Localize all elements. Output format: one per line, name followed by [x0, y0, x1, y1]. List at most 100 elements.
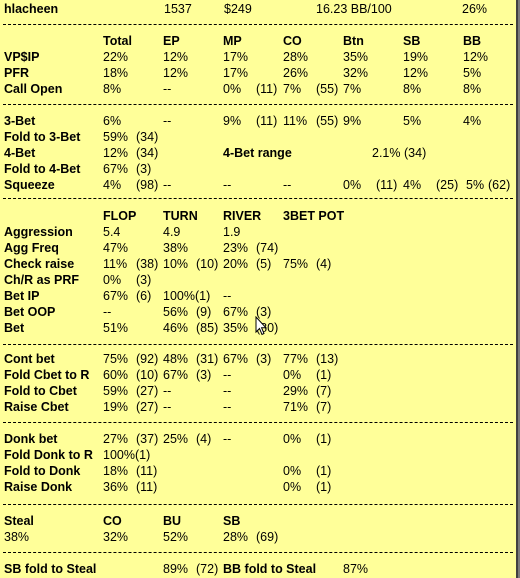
stat-value: 0%	[223, 82, 242, 96]
stat-value: 11%	[103, 257, 128, 271]
col-co: CO	[103, 514, 122, 528]
separator	[3, 504, 513, 505]
stat-value: 1.9	[223, 225, 241, 239]
stat-value: 19%	[403, 50, 429, 64]
col-river: RIVER	[223, 209, 262, 223]
stat-value: 12%	[103, 146, 129, 160]
stat-value: --	[163, 178, 172, 192]
stat-value: 59%	[103, 384, 129, 398]
sample-count: (38)	[136, 257, 159, 271]
stat-value: 4.9	[163, 225, 181, 239]
sample-count: (27)	[136, 400, 159, 414]
sample-count: (7)	[316, 400, 332, 414]
stat-value: 5%	[403, 114, 422, 128]
sample-count: (85)	[196, 321, 219, 335]
stat-value: 22%	[103, 50, 129, 64]
stat-value: --	[163, 400, 172, 414]
sample-count: (1)	[316, 432, 332, 446]
stat-value: 12%	[403, 66, 429, 80]
stat-value: 0%	[283, 368, 302, 382]
stat-value: 4%	[103, 178, 122, 192]
stat-value: 5.4	[103, 225, 121, 239]
stat-value: 67%	[223, 352, 249, 366]
stat-value: 19%	[103, 400, 129, 414]
stat-label: Fold Cbet to R	[4, 368, 90, 382]
sample-count: (13)	[316, 352, 339, 366]
stat-value: 17%	[223, 50, 249, 64]
stat-value: 100%(1)	[103, 448, 151, 462]
stat-value: 38%	[163, 241, 189, 255]
stat-label: PFR	[4, 66, 29, 80]
stat-label: Bet OOP	[4, 305, 56, 319]
stat-value: 71%	[283, 400, 309, 414]
sample-count: (11)	[256, 114, 278, 128]
stat-value: 8%	[463, 82, 482, 96]
stat-value: 67%	[103, 289, 129, 303]
stat-value: 67%	[223, 305, 249, 319]
stat-value: --	[283, 178, 292, 192]
sample-count: (3)	[136, 162, 152, 176]
stat-value: 0%	[343, 178, 362, 192]
col-co: CO	[283, 34, 302, 48]
stat-label: VP$IP	[4, 50, 40, 64]
col-ep: EP	[163, 34, 180, 48]
stat-value: 56%	[163, 305, 189, 319]
stat-label: Fold to 4-Bet	[4, 162, 81, 176]
sample-count: (4)	[316, 257, 332, 271]
stat-label: 3-Bet	[4, 114, 36, 128]
stat-value: 11%	[283, 114, 308, 128]
stat-value: 35%	[343, 50, 369, 64]
stat-value: 0%	[283, 432, 302, 446]
sb-fold-to-steal-value: 89%	[163, 562, 189, 576]
stat-value: 32%	[343, 66, 369, 80]
stat-value: --	[163, 384, 172, 398]
stat-value: 29%	[283, 384, 309, 398]
winrate: 16.23 BB/100	[316, 2, 392, 16]
sample-count: (11)	[136, 464, 158, 478]
stat-value: 8%	[403, 82, 422, 96]
stat-value: 6%	[103, 114, 122, 128]
stat-label: Call Open	[4, 82, 63, 96]
stat-value: 10%	[163, 257, 189, 271]
stat-label: Fold to Donk	[4, 464, 81, 478]
sample-count: (4)	[196, 432, 212, 446]
sample-count: (55)	[316, 114, 339, 128]
sample-count: (6)	[136, 289, 152, 303]
stat-value: --	[163, 114, 172, 128]
sample-count: (1)	[316, 368, 332, 382]
sample-count: (34)	[404, 146, 427, 160]
stat-value: 12%	[463, 50, 489, 64]
sample-count: (69)	[256, 530, 279, 544]
col-sb: SB	[403, 34, 421, 48]
stat-value: 0%	[283, 480, 302, 494]
sample-count: (37)	[136, 432, 159, 446]
stat-label: Bet IP	[4, 289, 40, 303]
steal-label: Steal	[4, 514, 34, 528]
sample-count: (31)	[196, 352, 219, 366]
sample-count: (3)	[136, 273, 152, 287]
stat-value: 25%	[163, 432, 189, 446]
stat-value: --	[223, 432, 232, 446]
sample-count: (25)	[436, 178, 459, 192]
separator	[3, 552, 513, 553]
sample-count: (11)	[136, 480, 158, 494]
sample-count: (98)	[136, 178, 159, 192]
stat-value: 5%	[463, 66, 482, 80]
stat-value: 9%	[343, 114, 362, 128]
sample-count: (92)	[136, 352, 159, 366]
stat-label: Fold to Cbet	[4, 384, 77, 398]
separator	[3, 422, 513, 423]
stat-label: Cont bet	[4, 352, 55, 366]
stat-value: --	[223, 178, 232, 192]
stat-value: 32%	[103, 530, 129, 544]
sample-count: (3)	[256, 352, 272, 366]
stat-label: Raise Cbet	[4, 400, 69, 414]
col-btn: Btn	[343, 34, 364, 48]
sample-count: (9)	[196, 305, 212, 319]
stat-value: 7%	[343, 82, 362, 96]
stat-value: 12%	[163, 50, 189, 64]
stat-label: Check raise	[4, 257, 75, 271]
col-mp: MP	[223, 34, 242, 48]
stat-label: Fold Donk to R	[4, 448, 93, 462]
